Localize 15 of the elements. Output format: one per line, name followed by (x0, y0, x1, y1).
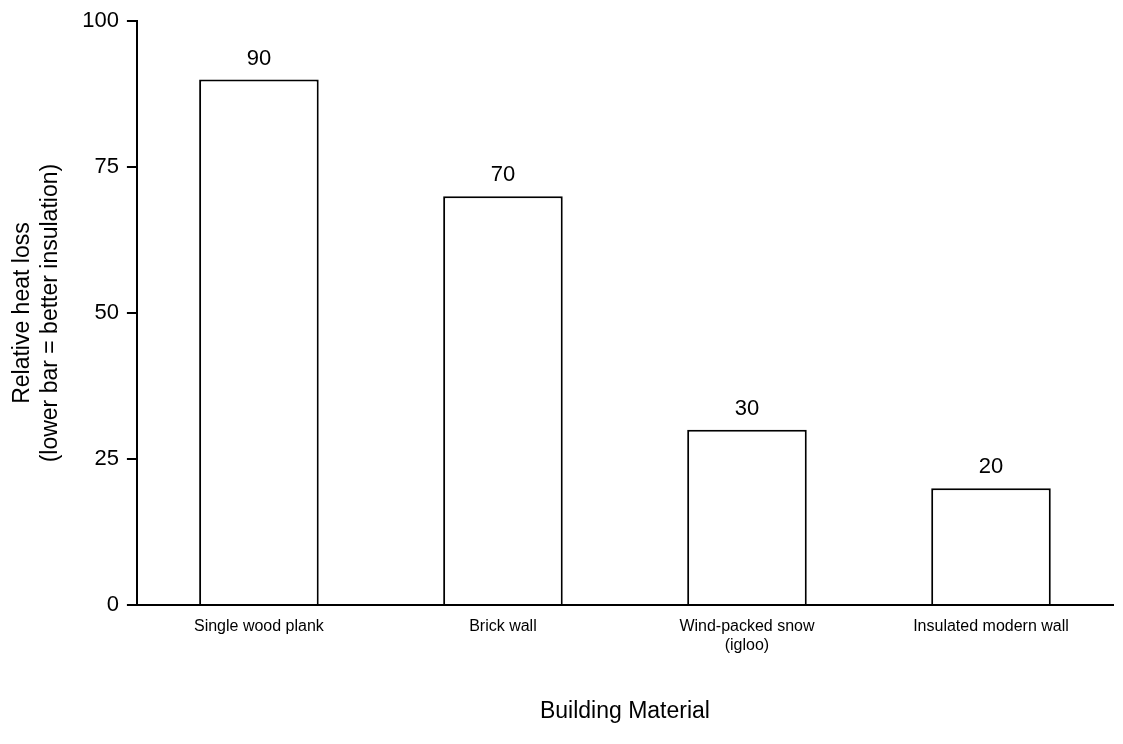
y-tick-label: 100 (82, 7, 119, 33)
x-tick-label: Single wood plank (193, 617, 325, 635)
x-tick-label: Insulated modern wall (913, 617, 1069, 635)
y-tick-label: 25 (94, 445, 119, 471)
y-tick-label: 75 (94, 153, 119, 179)
x-tick-label: Wind-packed snow (igloo) (679, 617, 815, 654)
x-tick-label: Brick wall (469, 617, 537, 635)
y-tick-label: 0 (106, 591, 119, 617)
data-label: 20 (978, 453, 1004, 479)
data-label: 90 (246, 44, 272, 70)
x-axis-title: Building Material (539, 696, 710, 723)
y-tick-label: 50 (94, 299, 119, 325)
y-axis-title: Relative heat loss (lower bar = better insulation) (8, 163, 62, 463)
data-label: 70 (490, 161, 516, 187)
data-label: 30 (734, 394, 760, 420)
